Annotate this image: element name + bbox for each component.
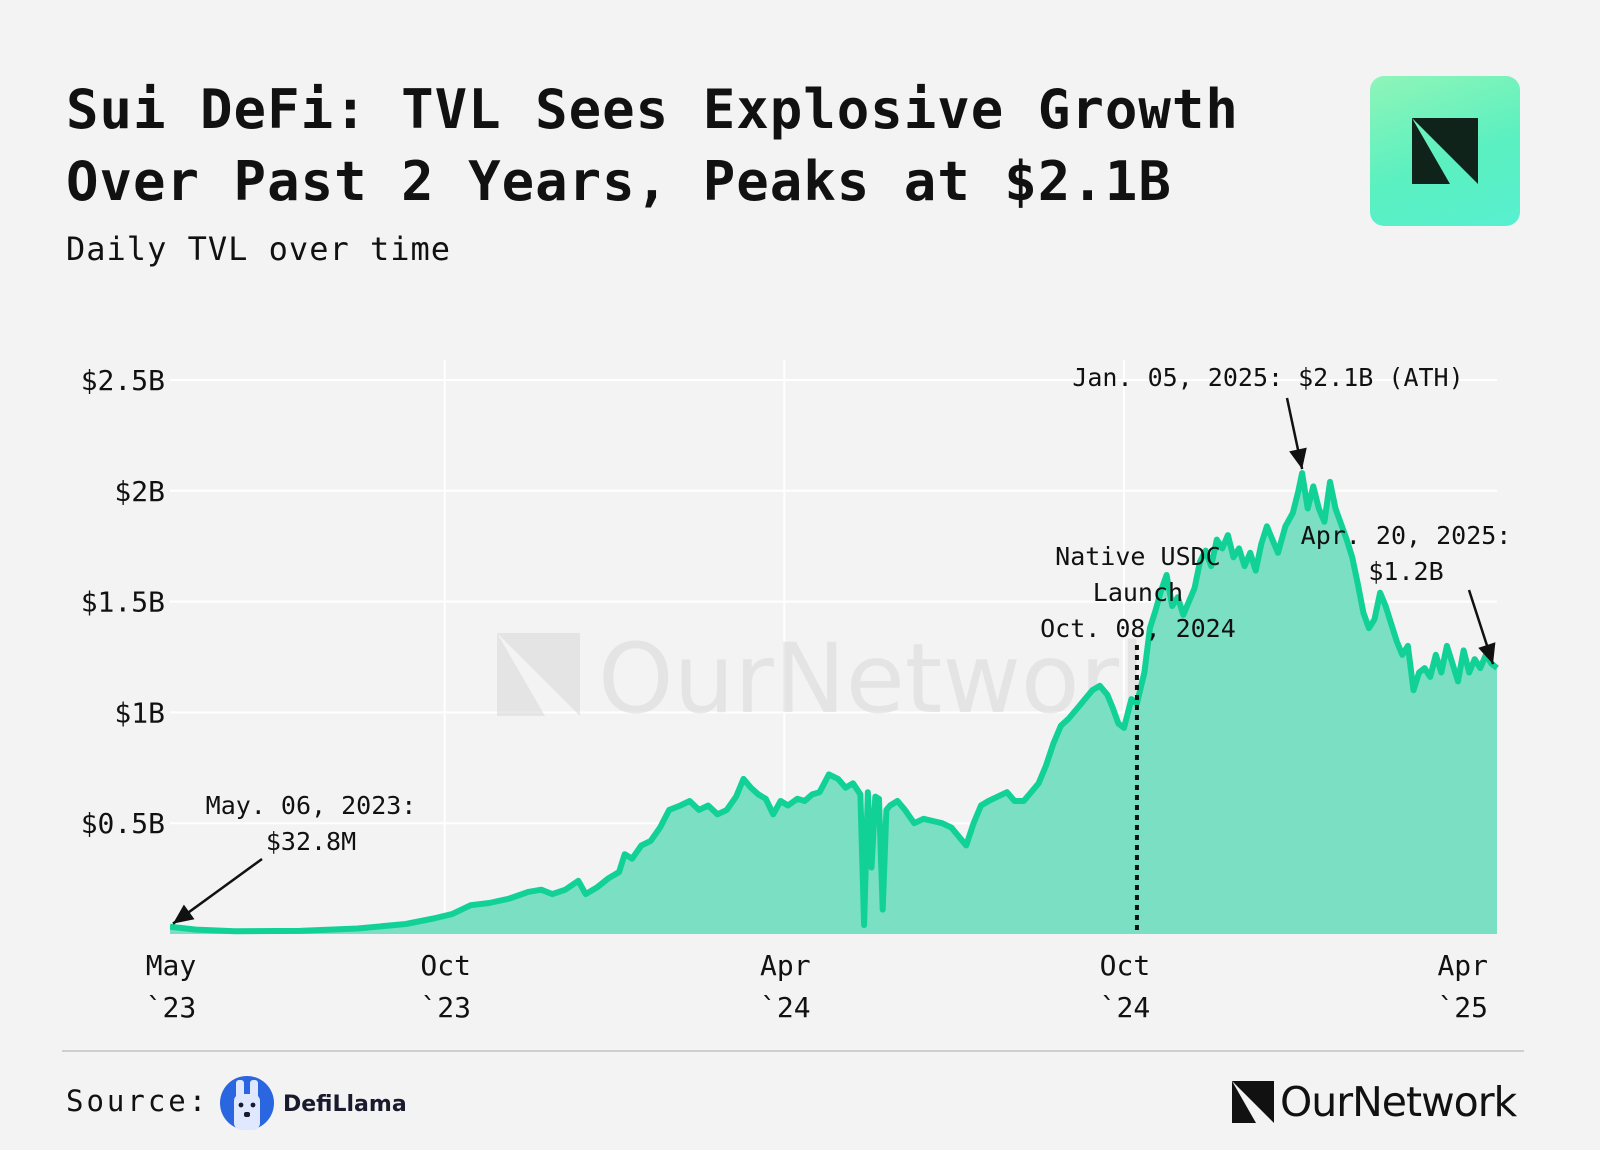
- y-tick-label: $0.5B: [81, 807, 165, 840]
- x-tick-year-label: `23: [146, 991, 197, 1024]
- y-axis: $0.5B $1B $1.5B $2B $2.5B: [81, 364, 165, 840]
- watermark-mark-icon: [497, 633, 580, 716]
- usdc-launch-label: Native USDC: [1055, 542, 1221, 571]
- annotations: Native USDC Launch Oct. 08, 2024 May. 06, 2…: [172, 363, 1512, 925]
- source-label: Source:: [66, 1084, 210, 1118]
- ath-arrow-head: [1289, 447, 1307, 470]
- defillama-label: DefiLlama: [283, 1092, 407, 1117]
- x-tick-year-label: `25: [1437, 991, 1488, 1024]
- x-tick-label: May: [146, 949, 197, 982]
- footer-brand-name: OurNetwork: [1280, 1078, 1517, 1126]
- footer-divider: [62, 1050, 1524, 1052]
- x-tick-year-label: `24: [760, 991, 811, 1024]
- start-value-label: May. 06, 2023:: [206, 791, 417, 820]
- chart-area: OurNetwork $0.5B$1B$1.5B$2B$2.5B May`23O…: [81, 360, 1512, 1024]
- start-value-amount: $32.8M: [266, 827, 356, 856]
- ournetwork-footer-mark-icon: [1232, 1081, 1274, 1123]
- latest-value-amount: $1.2B: [1368, 557, 1443, 586]
- y-tick-label: $1B: [114, 696, 165, 729]
- x-tick-label: Apr: [760, 949, 811, 982]
- chart-subtitle: Daily TVL over time: [66, 230, 452, 268]
- usdc-launch-label: Launch: [1093, 578, 1183, 607]
- tvl-area-fill: [170, 473, 1497, 934]
- x-axis: May `23 Oct `23 Apr `24 Oct `24 Apr `25: [146, 949, 1488, 1024]
- ournetwork-mark-icon: [1412, 118, 1478, 184]
- watermark-mark-icon-lower: [497, 633, 545, 716]
- y-tick-label: $2.5B: [81, 364, 165, 397]
- x-tick-year-label: `23: [420, 991, 471, 1024]
- x-tick-label: Oct: [1100, 949, 1151, 982]
- x-tick-label: Apr: [1437, 949, 1488, 982]
- start-value-arrow-head: [173, 904, 195, 924]
- latest-value-arrow-head: [1478, 642, 1496, 665]
- tvl-series-line: [170, 470, 1499, 935]
- usdc-launch-label: Oct. 08, 2024: [1040, 614, 1236, 643]
- latest-value-label: Apr. 20, 2025:: [1301, 521, 1512, 550]
- defillama-llama-icon: [220, 1076, 274, 1130]
- x-tick-label: Oct: [420, 949, 471, 982]
- y-tick-label: $1.5B: [81, 586, 165, 619]
- y-tick-label: $2B: [114, 475, 165, 508]
- ath-label: Jan. 05, 2025: $2.1B (ATH): [1072, 363, 1463, 392]
- x-tick-year-label: `24: [1100, 991, 1151, 1024]
- chart-title: Sui DeFi: TVL Sees Explosive Growth Over…: [66, 78, 1239, 213]
- ournetwork-logo-badge: [1370, 76, 1520, 226]
